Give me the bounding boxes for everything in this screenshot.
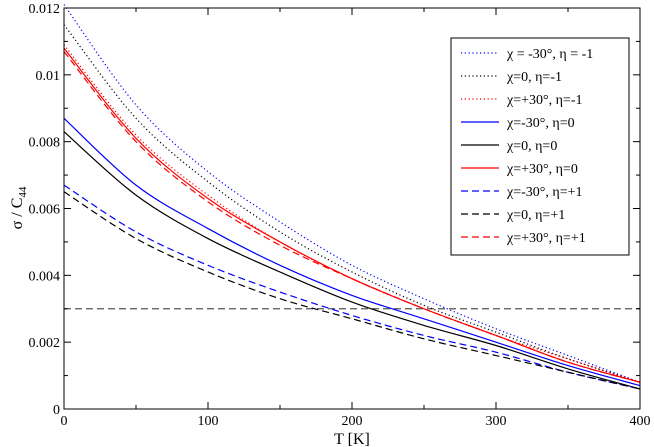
y-axis-label: σ / C44 (9, 186, 29, 229)
y-axis: 0 0.002 0.004 0.006 0.008 0.01 0.012 (29, 2, 640, 418)
legend-entry-label: χ = -30°, η = -1 (506, 47, 593, 62)
legend-entry-label: χ=+30°, η=-1 (506, 93, 582, 108)
series-line-5 (63, 131, 641, 390)
y-tick-label: 0 (53, 403, 60, 418)
legend-entry-label: χ=0, η=+1 (506, 208, 565, 223)
y-tick-label: 0.008 (29, 136, 61, 151)
series-line-3 (63, 44, 641, 383)
series-line-1 (63, 4, 641, 383)
x-axis-label: T [K] (334, 431, 370, 447)
legend-entry-label: χ=-30°, η=0 (506, 116, 575, 131)
x-tick-label: 400 (630, 414, 651, 429)
y-tick-label: 0.012 (29, 2, 61, 17)
x-tick-label: 0 (61, 414, 68, 429)
legend-entry-label: χ=0, η=-1 (506, 70, 562, 85)
legend: χ = -30°, η = -1 χ=0, η=-1 χ=+30°, η=-1 χ=-… (450, 37, 630, 256)
legend-entry-label: χ=0, η=0 (506, 139, 557, 154)
series-line-7 (63, 184, 641, 390)
legend-box (450, 37, 630, 256)
y-tick-label: 0.006 (29, 203, 61, 218)
y-tick-label: 0.01 (36, 69, 61, 84)
x-tick-label: 100 (198, 414, 219, 429)
series-line-4 (63, 117, 641, 387)
y-tick-label: 0.004 (29, 269, 61, 284)
series-layer (63, 4, 641, 390)
y-tick-label: 0.002 (29, 336, 61, 351)
series-line-2 (63, 24, 641, 383)
series-line-8 (63, 191, 641, 390)
legend-entry-label: χ=+30°, η=0 (506, 162, 578, 177)
legend-entry-label: χ=-30°, η=+1 (506, 185, 582, 200)
x-tick-label: 300 (486, 414, 507, 429)
series-line-9 (63, 51, 641, 383)
x-axis: 0 100 200 300 400 (61, 8, 651, 429)
y-axis-label-subscript: 44 (17, 186, 29, 198)
x-tick-label: 200 (342, 414, 363, 429)
y-axis-label-main: σ / C (9, 198, 26, 230)
legend-entry-label: χ=+30°, η=+1 (506, 231, 586, 246)
